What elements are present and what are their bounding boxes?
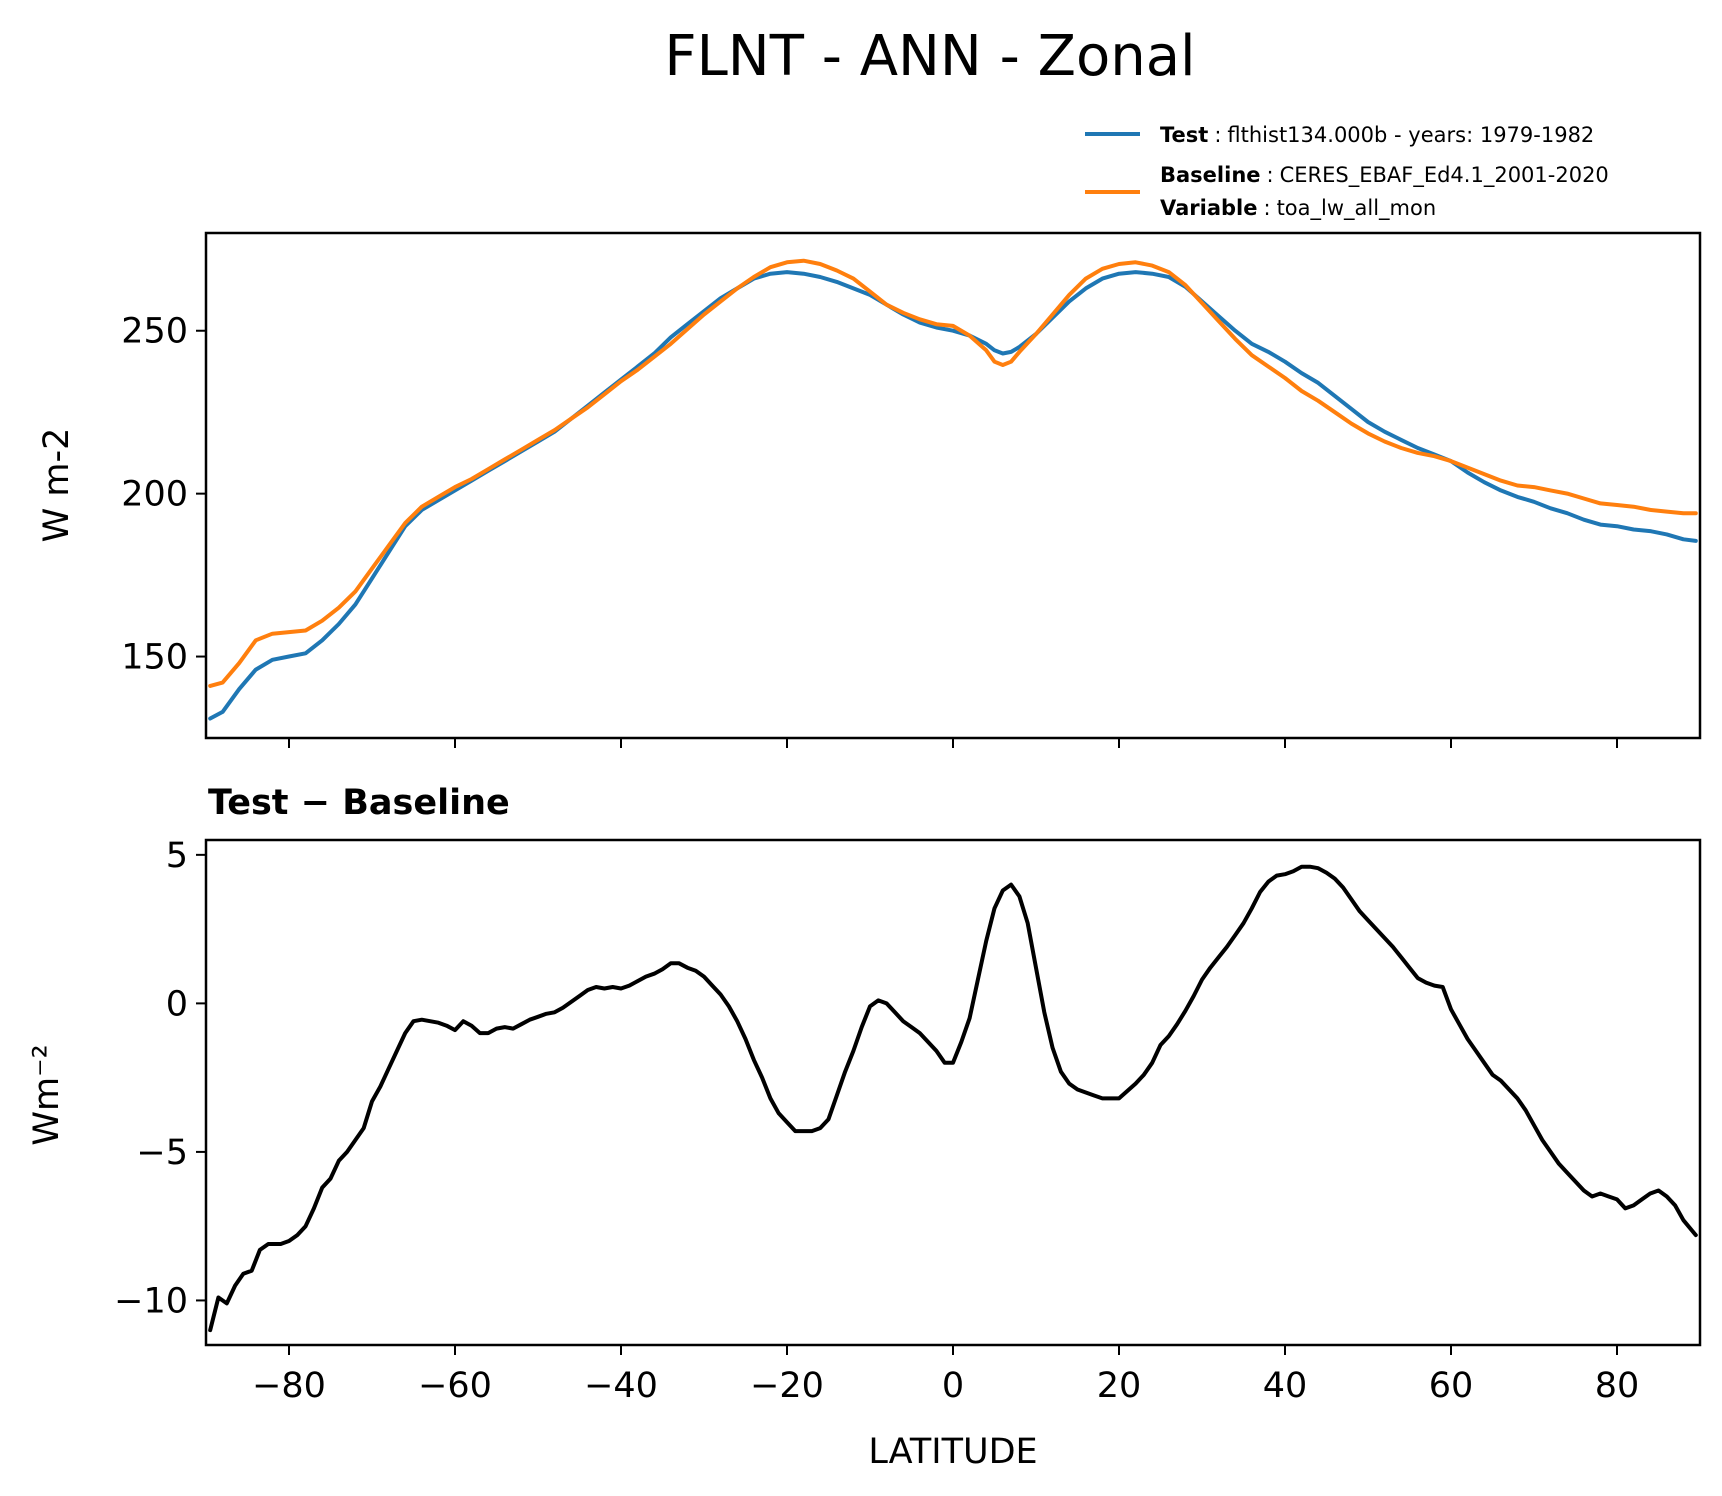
bottom-axis-ticks: −10 −5 0 5 −80 −60 −40 −20 0 20 40 60 80: [114, 836, 1639, 1406]
legend: Test: flthist134.000b - years: 1979-1982 …: [1085, 123, 1609, 221]
top-series-lines: [208, 258, 1698, 721]
legend-test-text: Test: flthist134.000b - years: 1979-1982: [1160, 123, 1594, 147]
y-tick-label: 250: [121, 312, 188, 352]
legend-test-key: Test: [1160, 123, 1208, 147]
bottom-series-lines: [208, 864, 1698, 1333]
legend-baseline-key: Baseline: [1160, 163, 1261, 187]
series-line-baseline: [208, 258, 1698, 688]
y-tick-label: −10: [114, 1281, 188, 1321]
legend-baseline-text: Baseline: CERES_EBAF_Ed4.1_2001-2020: [1160, 163, 1609, 188]
bottom-y-axis-label: Wm⁻²: [27, 1044, 67, 1145]
bottom-panel-title: Test − Baseline: [208, 783, 510, 823]
series-line: [208, 864, 1698, 1333]
y-tick-label: −5: [136, 1133, 188, 1173]
x-tick-label: 80: [1595, 1366, 1640, 1406]
x-tick-label: 60: [1429, 1366, 1474, 1406]
top-panel: 150 200 250 W m-2: [37, 231, 1702, 748]
top-axis-ticks: 150 200 250: [121, 312, 1618, 748]
legend-baseline-value: CERES_EBAF_Ed4.1_2001-2020: [1280, 163, 1609, 188]
x-tick-label: −80: [252, 1366, 326, 1406]
top-y-axis-label: W m-2: [37, 428, 77, 543]
series-line-test: [208, 270, 1698, 721]
x-tick-label: −60: [418, 1366, 492, 1406]
x-tick-label: 0: [942, 1366, 964, 1406]
x-tick-label: −40: [584, 1366, 658, 1406]
y-tick-label: 5: [166, 836, 188, 876]
bottom-plot-frame: [204, 838, 1702, 1347]
figure-title: FLNT - ANN - Zonal: [664, 24, 1195, 89]
top-plot-frame: [204, 231, 1702, 740]
y-tick-label: 200: [121, 475, 188, 515]
y-tick-label: 0: [166, 984, 188, 1024]
legend-variable-text: Variable: toa_lw_all_mon: [1160, 196, 1436, 221]
x-tick-label: 40: [1263, 1366, 1308, 1406]
bottom-panel: Test − Baseline −10 −5 0 5 −80 −60 −40 −20 0 20 40…: [27, 783, 1702, 1472]
legend-variable-value: toa_lw_all_mon: [1277, 196, 1437, 221]
legend-variable-key: Variable: [1160, 196, 1257, 220]
y-tick-label: 150: [121, 638, 188, 678]
x-tick-label: 20: [1097, 1366, 1142, 1406]
legend-test-value: flthist134.000b - years: 1979-1982: [1227, 123, 1594, 147]
bottom-x-axis-label: LATITUDE: [868, 1432, 1037, 1472]
x-tick-label: −20: [750, 1366, 824, 1406]
